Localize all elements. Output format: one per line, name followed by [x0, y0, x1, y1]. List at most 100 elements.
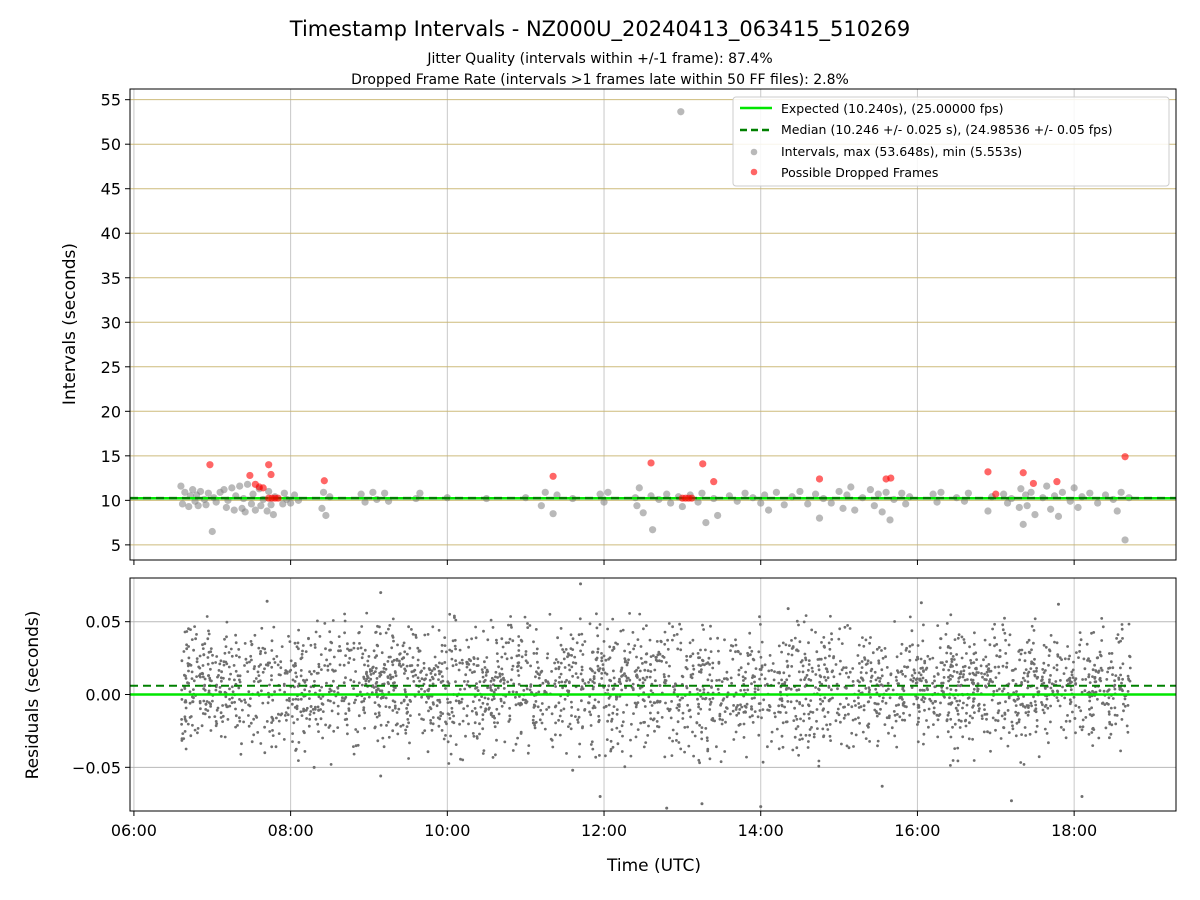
residual-point	[200, 724, 204, 728]
residual-point	[473, 695, 477, 698]
residual-point	[440, 643, 444, 647]
residual-point	[869, 636, 872, 639]
residual-point	[420, 687, 423, 691]
residual-point	[756, 715, 760, 719]
residual-point	[482, 749, 486, 752]
residual-point	[608, 645, 612, 649]
residual-point	[1020, 648, 1024, 652]
residual-point	[1048, 648, 1051, 652]
residual-point	[830, 638, 834, 641]
residual-point	[981, 675, 984, 679]
residual-point	[705, 736, 709, 740]
interval-point	[663, 490, 671, 498]
residual-point	[378, 689, 382, 693]
residual-point	[826, 676, 830, 680]
residual-point	[489, 713, 493, 717]
residual-point	[955, 663, 958, 667]
residual-point	[761, 708, 765, 711]
residual-point	[182, 650, 186, 653]
residual-point	[194, 637, 198, 641]
residual-point	[440, 649, 444, 653]
residual-point	[238, 716, 241, 720]
residual-point	[830, 632, 833, 636]
interval-point	[851, 506, 859, 514]
residual-point	[270, 745, 274, 749]
residual-point	[622, 711, 625, 714]
interval-point	[247, 500, 256, 508]
residual-point	[788, 644, 791, 647]
residual-point	[441, 675, 444, 678]
residual-point	[326, 699, 330, 702]
residual-point	[710, 679, 714, 683]
residual-point	[671, 739, 674, 743]
residual-point	[201, 664, 205, 667]
interval-point	[1027, 488, 1035, 496]
residual-point	[483, 660, 486, 664]
residual-point	[723, 710, 727, 713]
residual-point	[1004, 652, 1008, 655]
residual-point	[899, 652, 903, 655]
residual-point	[819, 675, 823, 679]
residual-point	[189, 663, 193, 667]
residual-point	[635, 655, 638, 659]
residual-point	[911, 643, 914, 647]
residual-point	[748, 646, 752, 649]
residual-point	[624, 686, 627, 690]
residual-point	[917, 720, 920, 724]
interval-point	[843, 491, 851, 499]
residual-point	[317, 665, 321, 669]
residual-point	[958, 699, 962, 703]
residual-point	[519, 638, 523, 642]
residual-point	[858, 721, 861, 725]
residual-point	[329, 640, 333, 644]
residual-point	[959, 670, 963, 673]
residual-point	[958, 726, 962, 729]
residual-point	[391, 634, 394, 638]
residual-point	[871, 651, 875, 655]
residual-point	[942, 668, 945, 672]
residual-point	[371, 666, 374, 670]
residual-point	[819, 702, 822, 706]
residual-point	[810, 666, 814, 670]
residual-point	[1108, 652, 1111, 655]
residual-point	[956, 636, 960, 640]
residual-point	[220, 679, 223, 683]
residual-point	[378, 675, 382, 678]
residual-point	[241, 708, 244, 712]
residual-point	[323, 622, 327, 625]
residual-point	[491, 626, 495, 629]
residual-point	[264, 651, 267, 655]
residual-point	[254, 714, 258, 718]
residual-point	[412, 680, 416, 683]
residual-point	[895, 655, 899, 659]
residual-point	[1026, 672, 1030, 675]
residual-point	[261, 670, 265, 674]
residual-outlier-point	[700, 802, 704, 806]
residual-point	[230, 654, 234, 658]
residual-point	[1111, 697, 1115, 700]
residual-point	[336, 726, 340, 729]
residual-point	[202, 699, 206, 703]
residual-point	[938, 713, 942, 716]
residual-point	[195, 660, 199, 664]
residual-point	[507, 623, 510, 627]
residual-point	[238, 698, 241, 701]
residual-point	[308, 713, 312, 716]
residual-point	[1117, 640, 1121, 644]
residual-point	[998, 649, 1002, 652]
residual-point	[500, 704, 504, 708]
residual-point	[860, 666, 864, 669]
residual-point	[569, 727, 573, 731]
residual-point	[489, 686, 492, 690]
residual-point	[663, 681, 666, 684]
residual-point	[602, 668, 605, 672]
residual-point	[1080, 690, 1084, 694]
residual-point	[297, 628, 300, 632]
residual-point	[378, 625, 381, 629]
residual-point	[535, 652, 539, 655]
residual-point	[598, 623, 602, 626]
residual-point	[949, 674, 952, 677]
residual-point	[312, 711, 316, 715]
residual-point	[943, 663, 946, 667]
residual-point	[289, 659, 293, 663]
